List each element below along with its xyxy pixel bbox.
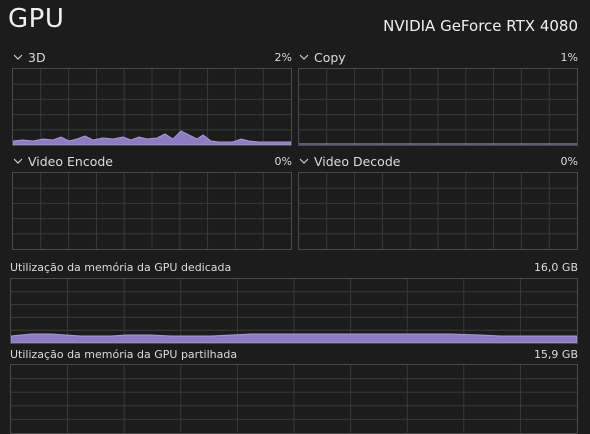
page-title: GPU bbox=[8, 4, 65, 34]
engine-3d-percent: 2% bbox=[274, 50, 292, 64]
shared-memory-value: 15,9 GB bbox=[533, 348, 578, 361]
dedicated-memory-graph-canvas bbox=[11, 279, 577, 343]
engine-video-encode-header[interactable]: Video Encode 0% bbox=[12, 153, 292, 169]
shared-memory-header: Utilização da memória da GPU partilhada … bbox=[10, 348, 578, 361]
engine-video-encode-label: Video Encode bbox=[28, 153, 113, 169]
chevron-down-icon[interactable] bbox=[298, 51, 310, 63]
engine-video-decode-percent: 0% bbox=[560, 154, 578, 168]
chevron-down-icon[interactable] bbox=[298, 155, 310, 167]
shared-memory-graph bbox=[10, 364, 578, 434]
dedicated-memory-graph bbox=[10, 278, 578, 344]
engine-3d-label: 3D bbox=[28, 49, 46, 65]
engine-video-decode-header[interactable]: Video Decode 0% bbox=[298, 153, 578, 169]
engine-3d-graph bbox=[12, 68, 292, 146]
engine-copy-label: Copy bbox=[314, 49, 346, 65]
engine-copy-graph bbox=[298, 68, 578, 146]
engine-3d-graph-canvas bbox=[13, 69, 291, 145]
engine-3d-usage-area bbox=[13, 130, 291, 145]
engine-copy-percent: 1% bbox=[560, 50, 578, 64]
engine-video-decode-graph-canvas bbox=[299, 173, 577, 249]
engine-video-decode-graph bbox=[298, 172, 578, 250]
dedicated-memory-value: 16,0 GB bbox=[533, 261, 578, 274]
shared-memory-graph-canvas bbox=[11, 365, 577, 433]
engine-video-encode-graph-canvas bbox=[13, 173, 291, 249]
engine-video-encode-percent: 0% bbox=[274, 154, 292, 168]
gpu-model-name: NVIDIA GeForce RTX 4080 bbox=[383, 17, 578, 35]
dedicated-memory-usage-area bbox=[11, 333, 577, 343]
dedicated-memory-header: Utilização da memória da GPU dedicada 16… bbox=[10, 261, 578, 274]
engine-copy-header[interactable]: Copy 1% bbox=[298, 49, 578, 65]
dedicated-memory-label: Utilização da memória da GPU dedicada bbox=[10, 261, 232, 274]
engine-copy-graph-canvas bbox=[299, 69, 577, 145]
engine-3d-header[interactable]: 3D 2% bbox=[12, 49, 292, 65]
engine-video-decode-label: Video Decode bbox=[314, 153, 401, 169]
shared-memory-label: Utilização da memória da GPU partilhada bbox=[10, 348, 238, 361]
chevron-down-icon[interactable] bbox=[12, 155, 24, 167]
chevron-down-icon[interactable] bbox=[12, 51, 24, 63]
engine-video-encode-graph bbox=[12, 172, 292, 250]
